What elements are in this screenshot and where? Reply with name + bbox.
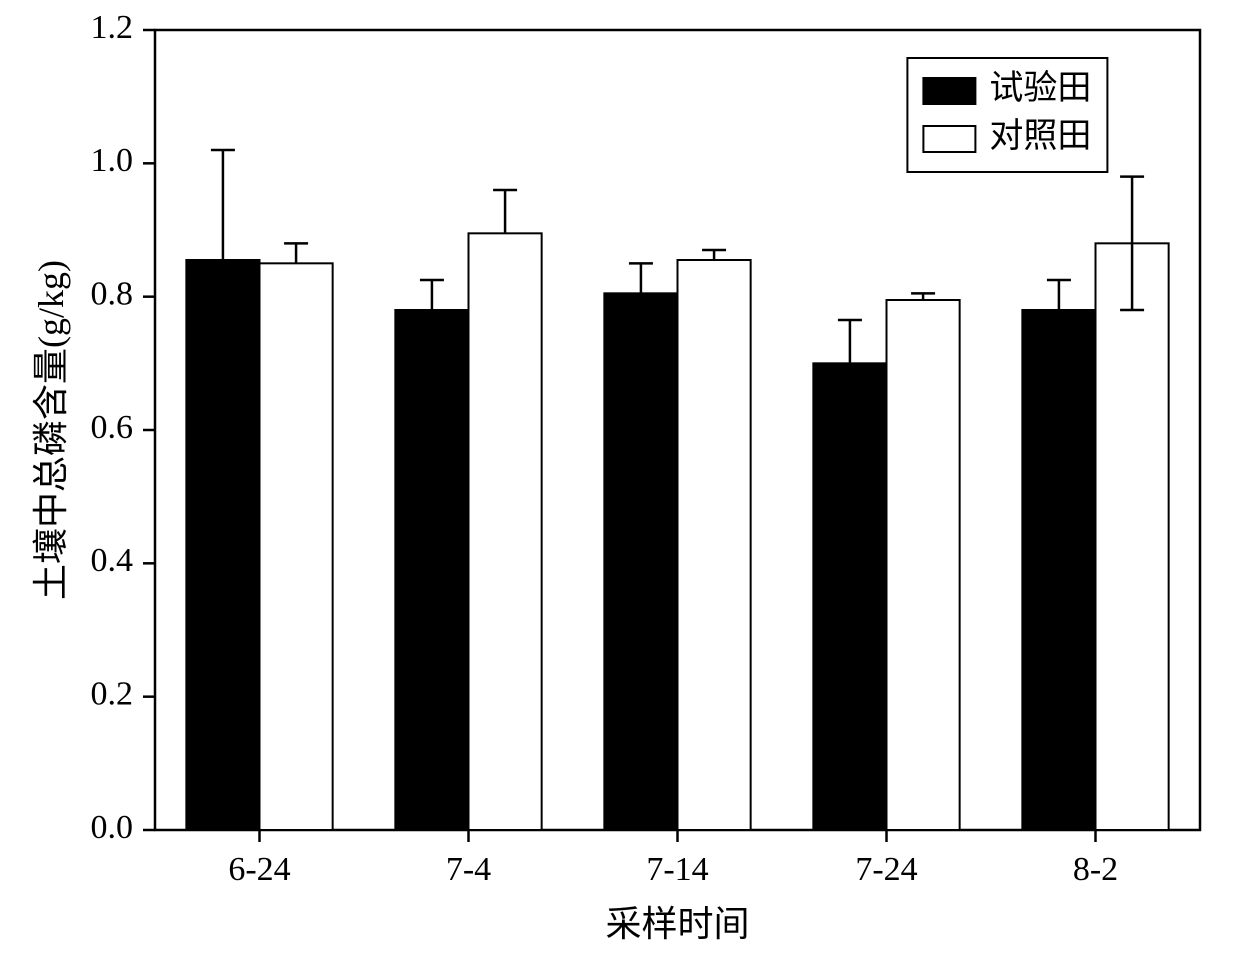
svg-text:0.4: 0.4 — [91, 542, 134, 579]
bar — [395, 310, 468, 830]
svg-text:7-4: 7-4 — [446, 851, 491, 888]
bar — [813, 363, 886, 830]
svg-text:土壤中总磷含量(g/kg): 土壤中总磷含量(g/kg) — [31, 260, 71, 600]
legend-label: 试验田 — [989, 69, 1091, 107]
svg-text:0.2: 0.2 — [91, 675, 134, 712]
svg-text:7-14: 7-14 — [646, 851, 708, 888]
svg-text:0.6: 0.6 — [91, 409, 134, 446]
bar — [1022, 310, 1095, 830]
bar — [1096, 243, 1169, 830]
bar — [260, 263, 333, 830]
svg-text:8-2: 8-2 — [1073, 851, 1118, 888]
svg-text:1.2: 1.2 — [91, 9, 134, 46]
bar — [469, 233, 542, 830]
legend-swatch — [923, 126, 975, 152]
bar — [604, 293, 677, 830]
legend: 试验田对照田 — [907, 58, 1107, 172]
bar-chart: 0.0 0.2 0.4 0.6 0.8 1.0 1.2 6-24 7-4 7-14 7-24 8-2 采… — [0, 0, 1240, 963]
chart-container: 0.0 0.2 0.4 0.6 0.8 1.0 1.2 6-24 7-4 7-14 7-24 8-2 采… — [0, 0, 1240, 963]
svg-text:0.8: 0.8 — [91, 275, 134, 312]
legend-swatch — [923, 78, 975, 104]
svg-text:采样时间: 采样时间 — [605, 904, 749, 944]
bar — [887, 300, 960, 830]
svg-text:0.0: 0.0 — [91, 809, 134, 846]
bar — [186, 260, 259, 830]
bar — [678, 260, 751, 830]
legend-label: 对照田 — [989, 117, 1091, 155]
svg-text:7-24: 7-24 — [855, 851, 917, 888]
svg-text:6-24: 6-24 — [228, 851, 290, 888]
svg-text:1.0: 1.0 — [91, 142, 134, 179]
